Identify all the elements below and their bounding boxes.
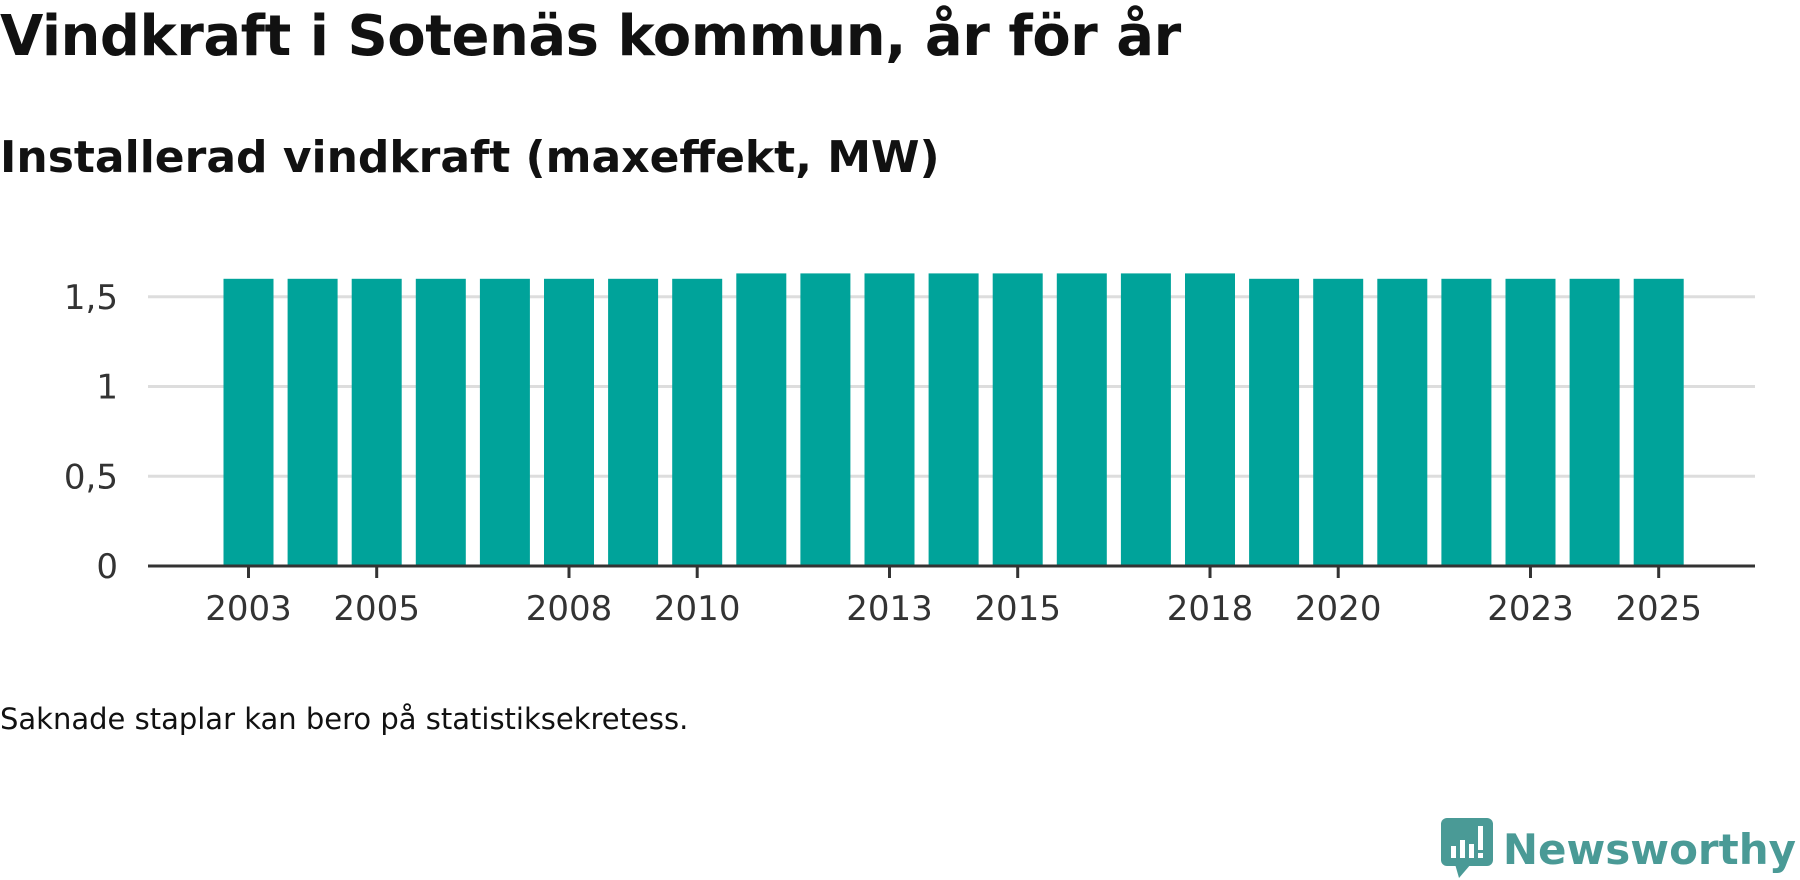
bar [1633,278,1684,566]
bars [223,273,1684,566]
x-tick-label: 2003 [205,589,292,629]
bar [1377,278,1428,566]
x-tick-label: 2013 [846,589,933,629]
x-tick-label: 2025 [1615,589,1702,629]
bar [287,278,338,566]
brand-logo: Newsworthy [1440,818,1796,880]
bar [351,278,402,566]
bar [1441,278,1492,566]
bar [415,278,466,566]
y-axis-ticks: 0 0,5 1 1,5 [64,278,118,587]
bar [672,278,723,566]
bar [608,278,659,566]
bar [479,278,530,566]
bar [800,273,851,566]
y-tick-label: 1 [96,368,118,408]
bar [1569,278,1620,566]
brand-name: Newsworthy [1502,824,1796,874]
bar [1313,278,1364,566]
x-tick-label: 2005 [333,589,420,629]
x-tick-label: 2018 [1167,589,1254,629]
bar [1249,278,1300,566]
x-tick-label: 2020 [1295,589,1382,629]
bar [1505,278,1556,566]
chart-subtitle: Installerad vindkraft (maxeffekt, MW) [0,132,940,183]
bar [736,273,787,566]
bar [864,273,915,566]
newsworthy-logo-icon [1440,818,1493,878]
x-axis-ticks: 2003 2005 2008 2010 2013 2015 2018 2020 2023 2025 [205,566,1702,629]
bar-chart: 0 0,5 1 1,5 2003 2005 2008 2010 2013 2015 2018 202… [64,273,1755,629]
x-tick-label: 2010 [654,589,741,629]
x-tick-label: 2015 [974,589,1061,629]
footnote: Saknade staplar kan bero på statistiksek… [0,702,689,736]
y-tick-label: 0 [96,547,118,587]
x-tick-label: 2023 [1487,589,1574,629]
bar [544,278,594,566]
chart-title: Vindkraft i Sotenäs kommun, år för år [0,4,1181,69]
bar [992,273,1043,566]
bar [223,278,274,566]
x-tick-label: 2008 [526,589,613,629]
y-tick-label: 1,5 [64,278,118,318]
bar [1056,273,1107,566]
bar [928,273,979,566]
bar [1120,273,1171,566]
bar [1185,273,1235,566]
y-tick-label: 0,5 [64,457,118,497]
